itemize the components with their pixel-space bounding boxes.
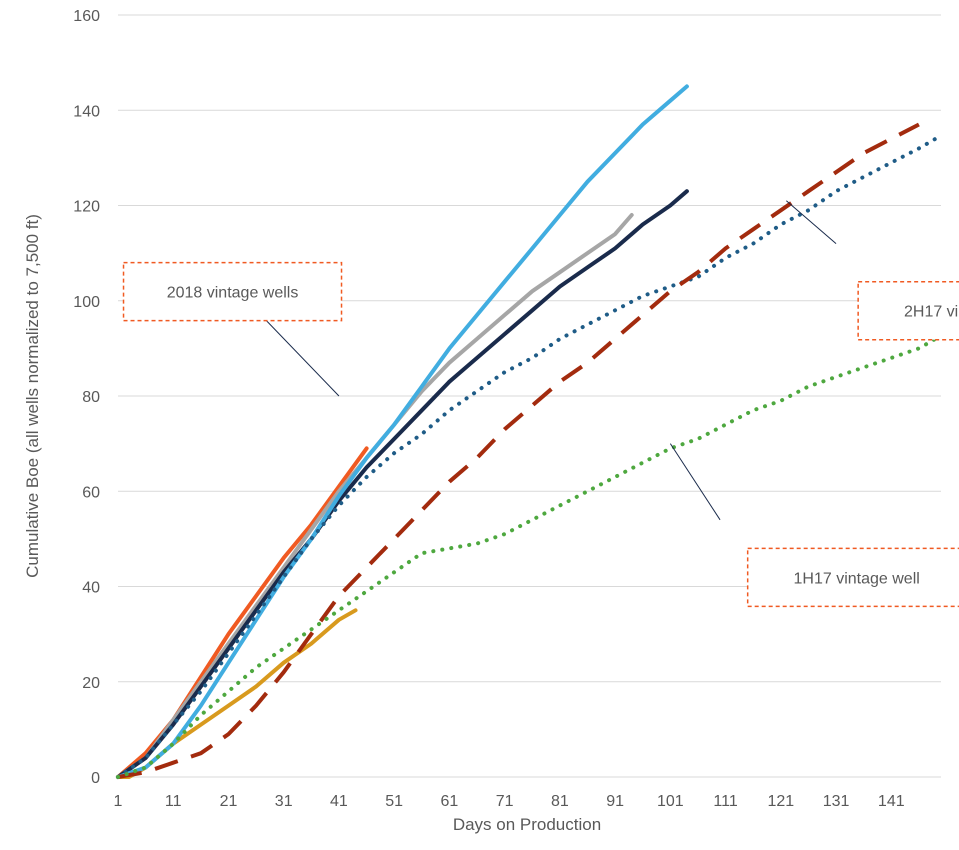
callout-box <box>857 280 959 341</box>
y-tick-label: 160 <box>73 8 100 25</box>
callout-label: 2018 vintage wells <box>167 285 299 302</box>
y-tick-label: 60 <box>82 484 100 501</box>
callouts: 2018 vintage wells 2H17 vintage well 1H17 … <box>122 200 959 608</box>
series-line-4 <box>116 189 689 779</box>
gridlines <box>118 14 941 778</box>
series-lines <box>116 84 938 779</box>
x-tick-label: 101 <box>657 793 684 810</box>
y-tick-label: 0 <box>91 770 100 787</box>
x-tick-label: 41 <box>330 793 348 810</box>
y-axis-label: Cumulative Boe (all wells normalized to … <box>23 214 42 578</box>
x-tick-label: 121 <box>767 793 794 810</box>
y-tick-label: 80 <box>82 389 100 406</box>
x-tick-label: 81 <box>551 793 569 810</box>
callout-pointer <box>669 443 721 521</box>
series-line-5 <box>116 84 689 779</box>
x-tick-label: 71 <box>496 793 514 810</box>
x-tick-label: 1 <box>114 793 123 810</box>
y-tick-label: 120 <box>73 199 100 216</box>
callout-box <box>122 261 343 322</box>
x-tick-label: 141 <box>878 793 905 810</box>
y-tick-label: 20 <box>82 675 100 692</box>
x-tick-label: 61 <box>441 793 459 810</box>
x-tick-label: 31 <box>275 793 293 810</box>
y-tick-label: 140 <box>73 103 100 120</box>
series-line-7 <box>117 122 920 779</box>
x-tick-label: 91 <box>606 793 624 810</box>
series-line-6 <box>116 136 938 779</box>
y-axis-ticks: 0 20 40 60 80 100 120 140 160 <box>73 8 100 787</box>
callout-label: 2H17 vintage well <box>904 304 959 321</box>
callout-box <box>746 547 959 608</box>
callout-pointer <box>786 200 837 244</box>
x-axis-ticks: 1 11 21 31 41 51 61 71 81 91 101 111 121 131 141 <box>114 793 905 810</box>
callout-label: 1H17 vintage well <box>794 570 920 587</box>
x-tick-label: 111 <box>713 793 737 810</box>
x-tick-label: 51 <box>385 793 403 810</box>
x-tick-label: 131 <box>823 793 850 810</box>
x-tick-label: 11 <box>165 793 182 810</box>
y-tick-label: 40 <box>82 580 100 597</box>
series-line-1 <box>116 446 369 779</box>
y-tick-label: 100 <box>73 294 100 311</box>
x-tick-label: 21 <box>220 793 238 810</box>
x-axis-label: Days on Production <box>453 815 601 834</box>
